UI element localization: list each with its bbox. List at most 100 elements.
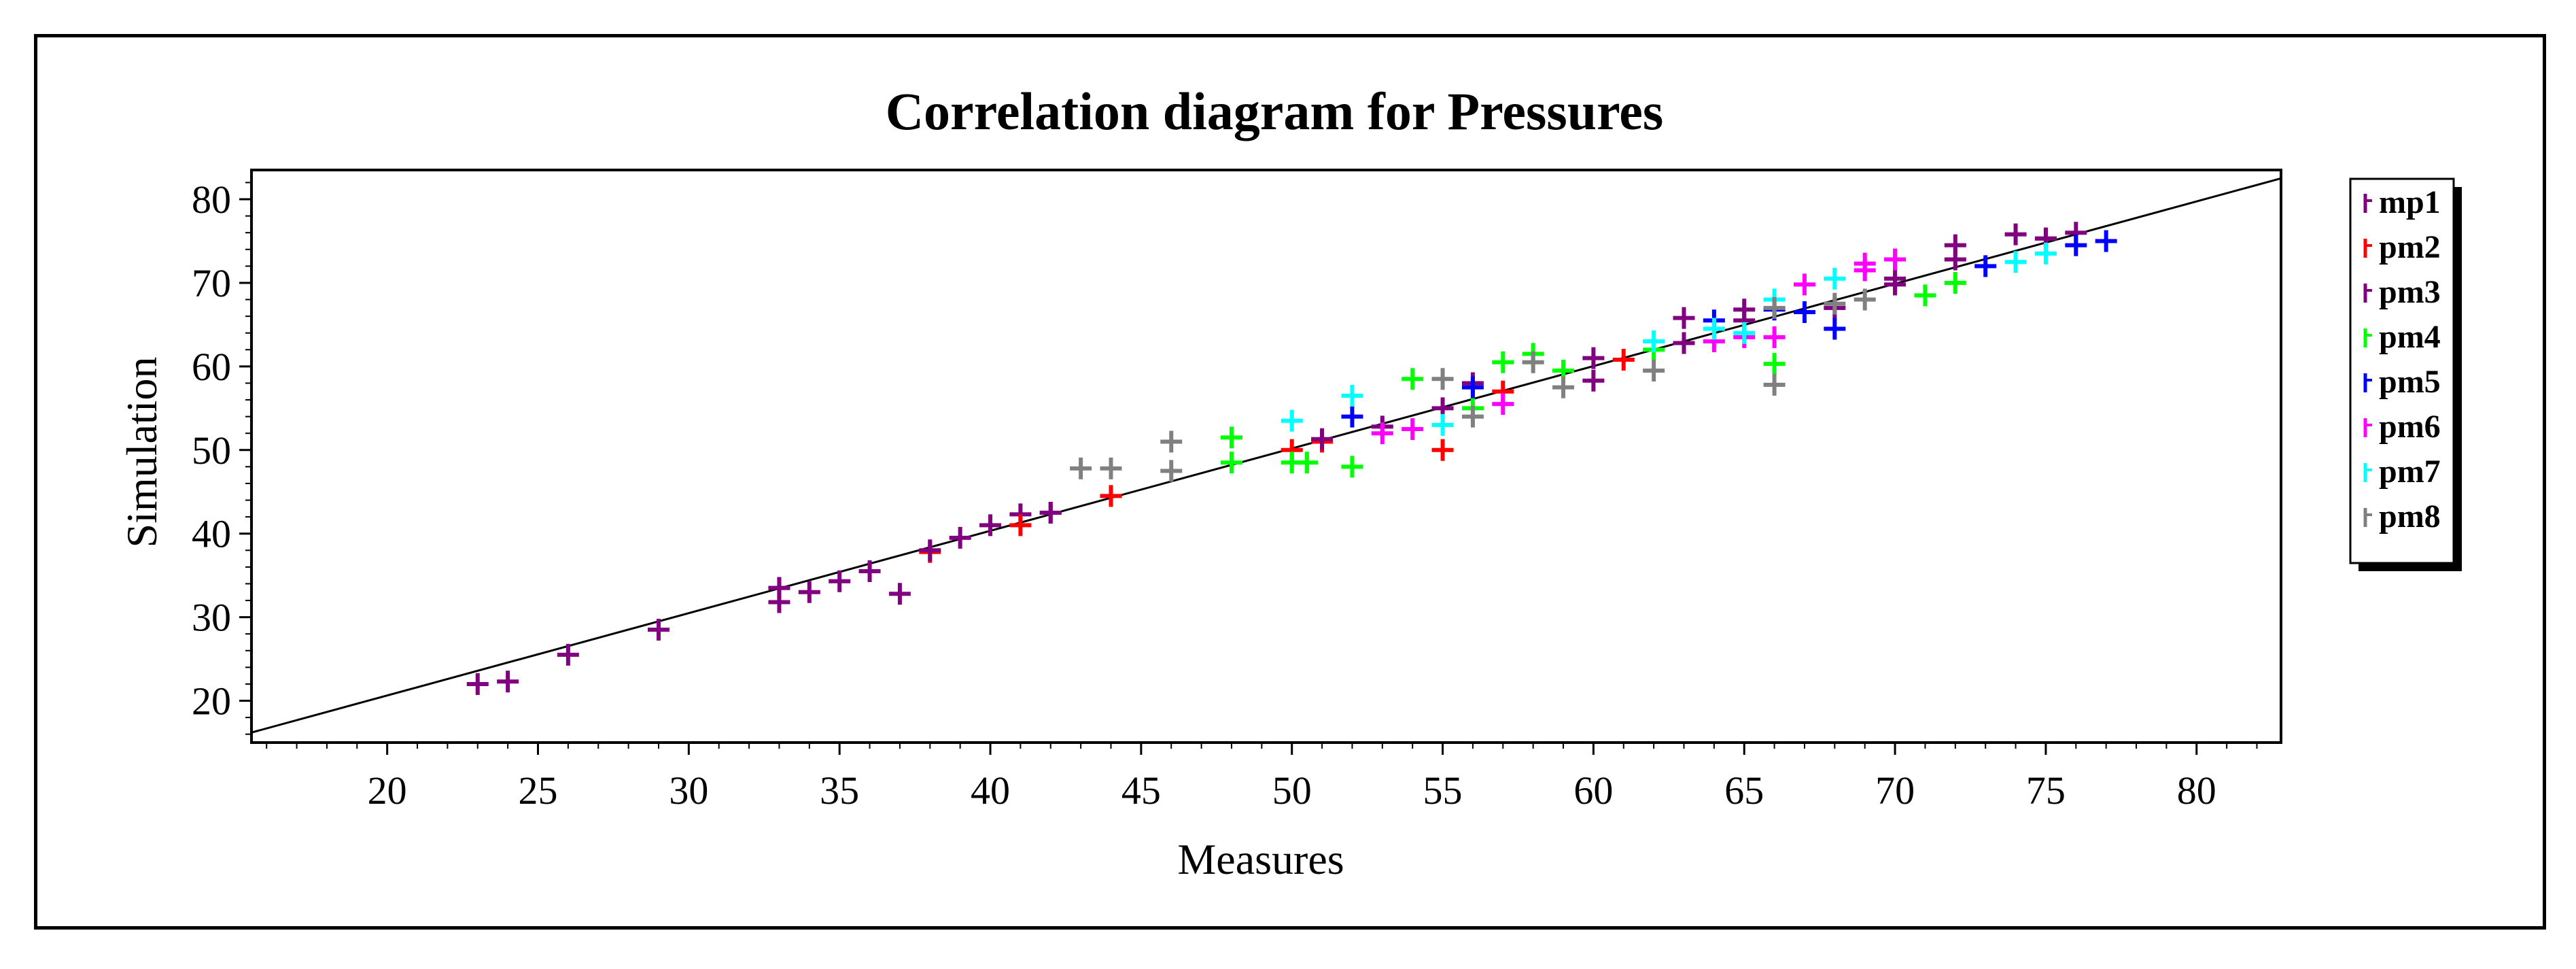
data-point-pm6 xyxy=(1371,422,1393,445)
legend-label: pm2 xyxy=(2379,229,2441,265)
data-point-pm6 xyxy=(1884,248,1907,271)
x-tick-label: 65 xyxy=(1724,768,1764,813)
x-tick-label: 80 xyxy=(2177,768,2216,813)
y-tick-label: 50 xyxy=(192,428,231,473)
x-tick-label: 60 xyxy=(1573,768,1613,813)
legend-item-pm2: pm2 xyxy=(2363,229,2441,265)
data-point-pm6 xyxy=(1853,252,1876,275)
data-point-pm4 xyxy=(1914,284,1936,307)
legend-label: pm4 xyxy=(2379,319,2441,355)
y-tick-label: 30 xyxy=(192,596,231,640)
data-point-pm3 xyxy=(1673,332,1695,354)
y-tick-label: 80 xyxy=(192,177,231,222)
y-tick-label: 60 xyxy=(192,345,231,389)
data-point-mp1 xyxy=(798,581,820,603)
data-point-pm8 xyxy=(1100,457,1122,479)
data-point-pm7 xyxy=(1431,413,1454,436)
x-tick-label: 50 xyxy=(1272,768,1312,813)
data-point-pm4 xyxy=(1944,271,1966,294)
legend-label: pm3 xyxy=(2379,274,2441,310)
data-point-mp1 xyxy=(497,670,519,693)
data-point-pm8 xyxy=(1763,373,1786,396)
legend-label: pm5 xyxy=(2379,364,2441,400)
data-point-pm8 xyxy=(1070,457,1092,479)
data-point-pm6 xyxy=(1492,393,1514,415)
data-point-pm7 xyxy=(1341,384,1363,407)
data-point-pm7 xyxy=(2004,251,2027,273)
legend-item-mp1: mp1 xyxy=(2363,184,2441,220)
data-point-pm7 xyxy=(1733,322,1756,344)
data-point-pm5 xyxy=(1341,405,1363,428)
y-tick-label: 20 xyxy=(192,679,231,724)
data-point-mp1 xyxy=(647,619,669,641)
data-point-mp1 xyxy=(2004,223,2027,245)
data-point-pm4 xyxy=(1295,452,1318,474)
data-point-pm8 xyxy=(1853,288,1876,311)
y-axis-ticks: 20 30 40 50 60 70 80 xyxy=(192,177,251,735)
legend-label: pm8 xyxy=(2379,498,2441,534)
x-tick-label: 20 xyxy=(368,768,407,813)
data-point-pm8 xyxy=(1824,292,1846,315)
data-point-pm8 xyxy=(1522,351,1544,373)
data-point-pm3 xyxy=(1582,369,1605,392)
y-tick-label: 70 xyxy=(192,261,231,305)
data-point-pm5 xyxy=(1824,318,1846,340)
data-point-pm8 xyxy=(1552,376,1575,398)
data-point-pm7 xyxy=(1703,318,1725,340)
data-point-pm2 xyxy=(1009,514,1032,537)
legend-item-pm6: pm6 xyxy=(2363,409,2441,445)
data-point-pm4 xyxy=(1220,426,1242,449)
data-point-pm4 xyxy=(1220,452,1242,474)
data-point-pm4 xyxy=(1402,368,1424,390)
data-point-pm5 xyxy=(2095,230,2117,252)
data-point-mp1 xyxy=(466,673,489,695)
data-point-pm8 xyxy=(1461,405,1484,428)
data-point-mp1 xyxy=(858,560,881,583)
legend-label: pm6 xyxy=(2379,409,2441,445)
data-point-mp1 xyxy=(979,514,1002,537)
data-point-pm5 xyxy=(1793,301,1815,323)
data-point-pm3 xyxy=(768,577,790,599)
data-point-pm8 xyxy=(1160,460,1183,482)
data-point-mp1 xyxy=(888,583,911,605)
data-point-pm6 xyxy=(1402,418,1424,441)
data-point-pm7 xyxy=(1824,267,1846,290)
data-point-pm7 xyxy=(2034,242,2057,265)
data-point-pm2 xyxy=(1431,439,1454,461)
data-point-pm5 xyxy=(2065,234,2087,256)
data-point-pm8 xyxy=(1643,360,1665,382)
data-point-pm8 xyxy=(1763,296,1786,319)
y-axis-label: Simulation xyxy=(118,357,166,548)
data-point-pm7 xyxy=(1281,409,1303,432)
data-point-pm3 xyxy=(1039,501,1062,524)
plot-area xyxy=(250,169,2282,744)
y-tick-label: 40 xyxy=(192,512,231,556)
data-point-mp1 xyxy=(1582,347,1605,369)
x-tick-label: 30 xyxy=(669,768,708,813)
legend: mp1 pm2 pm3 pm4 pm5 pm6 pm7 pm8 xyxy=(2349,177,2462,571)
x-axis-label: Measures xyxy=(1177,835,1344,883)
data-points xyxy=(466,222,2117,695)
data-point-pm4 xyxy=(1341,456,1363,478)
reference-line xyxy=(251,177,2282,734)
legend-label: mp1 xyxy=(2379,184,2441,220)
data-point-pm3 xyxy=(919,539,941,562)
legend-item-pm4: pm4 xyxy=(2363,319,2441,355)
x-tick-label: 70 xyxy=(1875,768,1915,813)
data-point-mp1 xyxy=(829,570,851,592)
legend-box xyxy=(2349,177,2455,564)
data-point-pm7 xyxy=(1643,330,1665,352)
data-point-pm3 xyxy=(1311,428,1334,450)
data-point-pm2 xyxy=(1612,349,1635,371)
x-tick-label: 40 xyxy=(971,768,1010,813)
legend-label: pm7 xyxy=(2379,454,2441,490)
x-tick-label: 35 xyxy=(820,768,859,813)
x-tick-label: 75 xyxy=(2026,768,2066,813)
data-point-pm8 xyxy=(1431,368,1454,390)
data-point-mp1 xyxy=(557,643,579,666)
data-point-pm6 xyxy=(1793,273,1815,296)
data-point-pm5 xyxy=(1461,376,1484,398)
legend-item-pm3: pm3 xyxy=(2363,274,2441,310)
legend-item-pm7: pm7 xyxy=(2363,454,2441,490)
